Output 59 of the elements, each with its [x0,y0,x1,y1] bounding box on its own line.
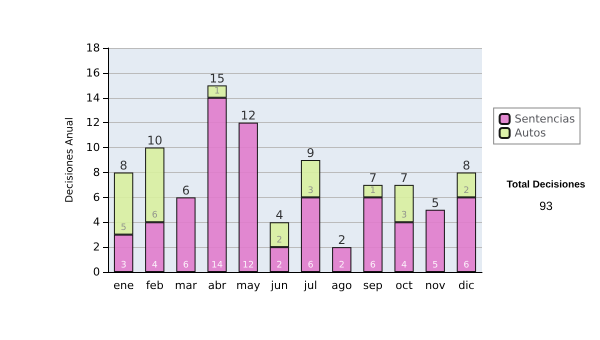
data-label: 2 [338,260,345,270]
text: 93 [539,199,553,213]
y-tick-label: 8 [93,166,100,179]
total-label: 15 [209,71,225,86]
y-tick-label: 6 [93,190,100,204]
data-label: 5 [432,260,438,270]
data-label: 1 [370,186,376,196]
data-label: 6 [183,260,190,270]
y-tick-label: 16 [86,66,100,80]
data-label: 2 [276,236,282,246]
x-tick-label: feb [146,279,164,292]
x-tick-label: nov [425,279,446,292]
data-label: 3 [401,210,407,221]
data-label: 6 [370,260,376,270]
x-tick-label: mar [174,279,198,292]
x-tick-label: ago [332,279,352,292]
x-tick-label: jun [270,279,288,292]
data-label: 4 [401,260,408,270]
total-label: 5 [431,196,440,210]
data-label: 3 [308,186,314,196]
y-tick-label: 2 [93,240,100,254]
data-label: 5 [120,223,126,234]
legend-label: Sentencias [514,112,576,126]
x-tick-label: abr [208,279,227,292]
x-tick-label: jul [303,279,318,292]
legend-label: Autos [514,126,546,140]
total-label: 7 [369,170,377,185]
data-label: 12 [242,260,254,270]
total-label: 8 [462,158,470,172]
x-tick-label: may [236,279,261,292]
x-tick-label: dic [458,279,474,292]
y-tick-label: 18 [86,42,100,54]
x-tick-label: oct [396,279,414,292]
data-label: 3 [120,260,126,270]
total-label: 8 [120,158,128,172]
total-label: 4 [276,208,284,222]
y-tick-label: 14 [86,91,100,104]
data-label: 2 [276,260,282,270]
y-tick-label: 4 [93,216,100,229]
y-tick-label: 12 [86,116,100,130]
data-label: 6 [308,260,314,270]
y-axis-title: Decisiones Anual [64,117,76,203]
x-tick-label: sep [363,279,383,292]
total-label: 10 [147,134,162,148]
data-label: 6 [152,210,158,221]
total-label: 6 [182,183,190,198]
total-label: 2 [338,233,346,248]
x-tick-label: ene [113,279,134,292]
data-label: 4 [152,260,158,270]
total-label: 12 [240,108,256,123]
data-label: 6 [464,260,470,270]
y-tick-label: 10 [86,141,100,154]
text: Total Decisiones [506,180,586,190]
total-label: 7 [400,170,408,185]
total-label: 9 [306,146,314,160]
data-label: 2 [464,186,470,196]
data-label: 1 [214,86,220,96]
data-label: 14 [211,260,224,270]
y-tick-label: 0 [93,266,100,278]
